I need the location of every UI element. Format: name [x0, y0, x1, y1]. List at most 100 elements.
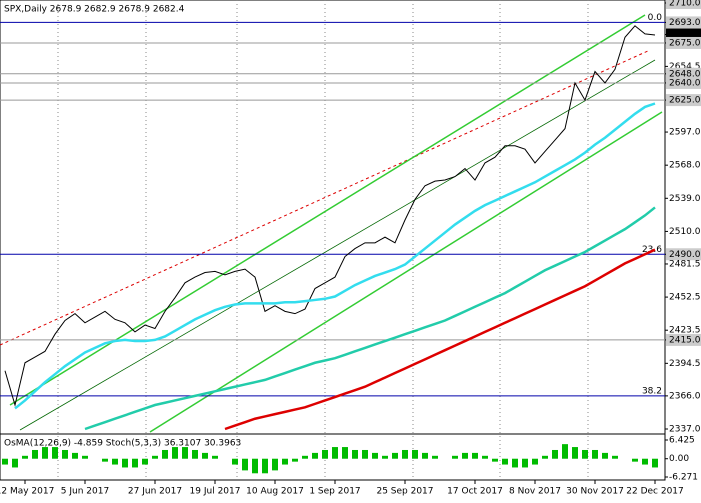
osma-bar: [412, 449, 418, 459]
y-tick-label: 2693.0: [669, 18, 701, 28]
osma-bar: [362, 449, 368, 459]
osma-bar: [392, 452, 398, 459]
moving-average: [84, 206, 656, 431]
x-tick-label: 17 Oct 2017: [447, 487, 503, 497]
osma-bar: [292, 458, 298, 462]
osma-bar: [202, 452, 208, 459]
y-tick-label: 2597.0: [669, 128, 701, 138]
y-tick-label: 2625.0: [669, 96, 701, 106]
osma-bar: [522, 458, 528, 468]
osma-bar: [382, 455, 388, 459]
y-tick-label: 2337.0: [669, 425, 701, 435]
y-tick-label: 6.425: [669, 436, 695, 446]
y-tick-label: 2675.0: [669, 38, 701, 48]
osma-bar: [642, 458, 648, 465]
osma-bar: [212, 455, 218, 459]
y-tick-label: -6.271: [669, 473, 698, 483]
osma-bar: [602, 452, 608, 459]
osma-bar: [182, 447, 188, 459]
y-tick-label: 2648.0: [669, 69, 701, 79]
y-tick-label: 2654.5: [669, 62, 701, 72]
moving-average: [224, 248, 656, 431]
x-tick-label: 5 Jun 2017: [61, 487, 109, 497]
x-tick-label: 25 Sep 2017: [376, 487, 433, 497]
osma-bar: [542, 455, 548, 459]
osma-bar: [312, 452, 318, 459]
osma-bar: [632, 458, 638, 462]
osma-bar: [2, 458, 8, 465]
x-tick-label: 1 Sep 2017: [309, 487, 360, 497]
osma-bar: [132, 458, 138, 468]
osma-bar: [582, 449, 588, 459]
price-box: [666, 248, 701, 261]
x-tick-label: 8 Nov 2017: [509, 487, 561, 497]
osma-bar: [32, 449, 38, 459]
y-tick-label: 2490.0: [669, 250, 701, 260]
osma-bar: [102, 458, 108, 462]
osma-bar: [592, 449, 598, 459]
level-label: 0.0: [648, 13, 663, 23]
osma-bar: [172, 447, 178, 459]
y-tick-label: 2510.0: [669, 227, 701, 237]
x-tick-label: 10 Aug 2017: [246, 487, 304, 497]
price-box: [666, 28, 701, 41]
x-tick-label: 19 Jul 2017: [190, 487, 241, 497]
osma-bar: [352, 449, 358, 459]
price-box: [666, 333, 701, 346]
plot-frame: [0, 0, 666, 481]
indicator-title: OsMA(12,26,9) -4.859 Stoch(5,3,3) 36.310…: [4, 439, 241, 449]
y-tick-label: 2452.5: [669, 293, 701, 303]
osma-bar: [112, 458, 118, 465]
y-tick-label: 2640.0: [669, 78, 701, 88]
osma-bar: [512, 458, 518, 468]
osma-bar: [612, 455, 618, 459]
osma-bar: [342, 447, 348, 459]
osma-bar: [652, 458, 658, 468]
osma-bar: [262, 458, 268, 474]
v-grid: [57, 0, 589, 480]
osma-bar: [562, 444, 568, 459]
price-box: [666, 76, 701, 89]
y-tick-label: 2568.0: [669, 161, 701, 171]
osma-bar: [62, 449, 68, 459]
osma-bar: [492, 458, 498, 462]
osma-bar: [302, 455, 308, 459]
osma-bar: [572, 447, 578, 459]
osma-bar: [162, 449, 168, 459]
osma-bar: [282, 458, 288, 465]
osma-bar: [372, 452, 378, 459]
y-tick-label: 0.00: [669, 454, 689, 464]
y-tick-label: 2366.0: [669, 391, 701, 401]
osma-bar: [42, 447, 48, 459]
moving-average: [14, 102, 656, 410]
level-label: 38.2: [642, 386, 662, 396]
y-tick-label: 2394.5: [669, 359, 701, 369]
x-tick-label: 22 Dec 2017: [626, 487, 684, 497]
chart-title: SPX,Daily 2678.9 2682.9 2678.9 2682.4: [4, 5, 185, 15]
price-box: [666, 16, 701, 29]
y-tick-label: 2423.5: [669, 326, 701, 336]
x-tick-label: 30 Nov 2017: [566, 487, 624, 497]
osma-bar: [12, 458, 18, 468]
osma-bar: [82, 455, 88, 459]
price-box: [666, 94, 701, 107]
osma-bar: [122, 458, 128, 468]
osma-bar: [22, 455, 28, 459]
osma-bar: [242, 458, 248, 471]
osma-bar: [252, 458, 258, 474]
osma-bar: [502, 458, 508, 465]
trend-line: [149, 111, 663, 433]
osma-bar: [422, 452, 428, 459]
x-tick-label: 12 May 2017: [0, 487, 54, 497]
osma-bar: [322, 449, 328, 459]
y-tick-label: 2710.0: [669, 0, 701, 9]
trend-line: [0, 49, 651, 346]
osma-bar: [432, 455, 438, 459]
y-tick-label: 2481.5: [669, 259, 701, 269]
osma-bar: [472, 452, 478, 459]
price-line: [4, 25, 656, 407]
y-tick-label: 2539.0: [669, 194, 701, 204]
osma-bar: [72, 452, 78, 459]
x-tick-label: 27 Jun 2017: [128, 487, 182, 497]
